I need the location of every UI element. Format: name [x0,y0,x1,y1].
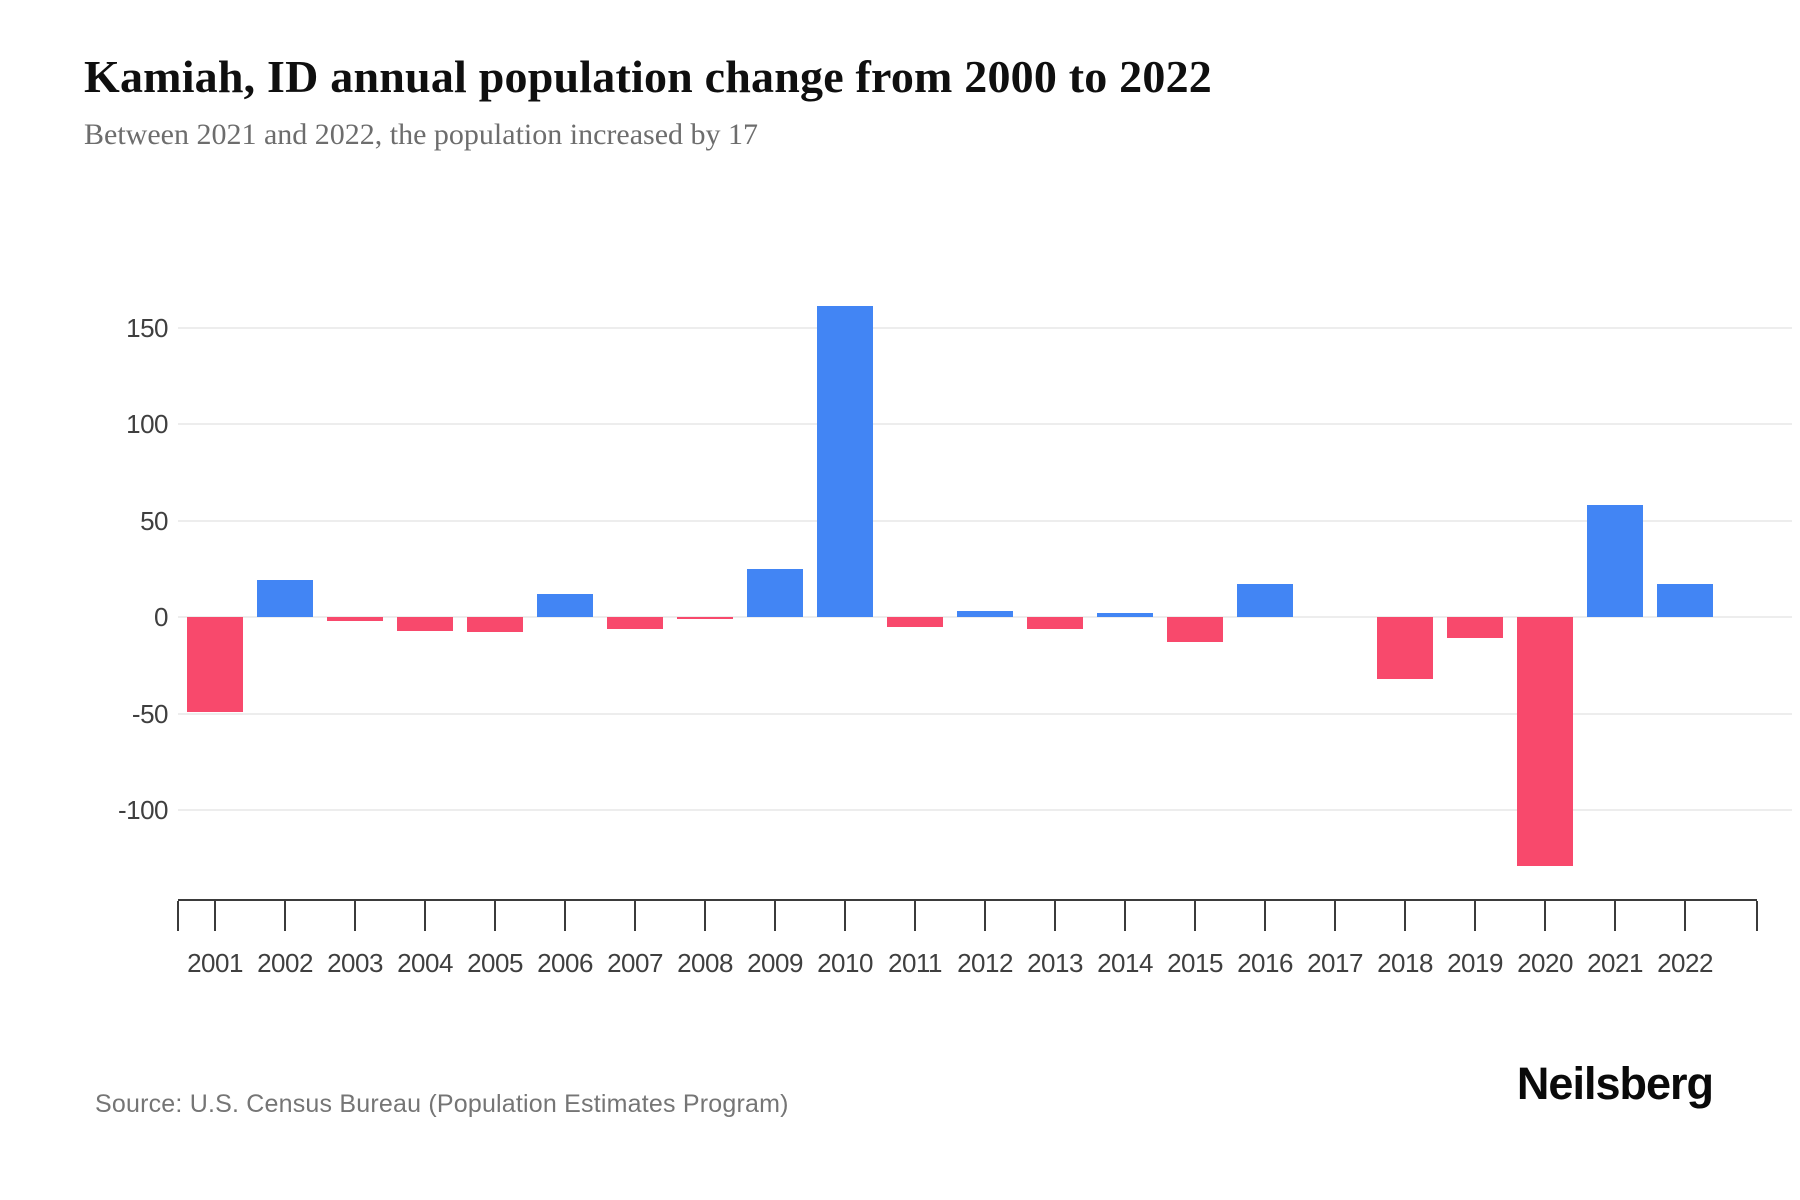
gridline--100 [178,809,1792,811]
x-tick-2002 [284,901,286,931]
bar-2007 [607,617,663,629]
bar-2014 [1097,613,1153,617]
bar-2020 [1517,617,1573,866]
x-axis-label-2014: 2014 [1097,948,1153,978]
bar-2009 [747,568,803,617]
bar-2018 [1377,617,1433,679]
x-axis-line [178,899,1757,901]
x-tick-2017 [1334,901,1336,931]
x-axis-label-2008: 2008 [677,948,733,978]
x-axis-label-2002: 2002 [257,948,313,978]
y-axis-label-0: 0 [154,602,168,632]
x-axis-label-2012: 2012 [957,948,1013,978]
x-tick-2011 [914,901,916,931]
x-tick-2007 [634,901,636,931]
y-axis-label-50: 50 [140,505,168,536]
gridline-150 [178,326,1792,329]
y-axis-label--100: -100 [117,795,169,825]
bar-2022 [1657,584,1713,617]
source-text: Source: U.S. Census Bureau (Population E… [95,1090,789,1118]
x-tick-2013 [1054,901,1056,931]
bar-2003 [327,617,383,621]
x-axis-label-2007: 2007 [607,948,663,978]
x-tick-2008 [704,901,706,931]
x-axis-end-tick [177,901,179,931]
x-tick-2016 [1264,901,1266,931]
x-tick-2010 [844,901,846,931]
x-axis-label-2018: 2018 [1377,948,1433,978]
bar-2002 [257,580,313,617]
x-axis-label-2015: 2015 [1167,948,1223,978]
x-tick-2001 [214,901,216,931]
bar-2006 [537,593,593,617]
bar-2012 [957,611,1013,617]
x-axis-label-2009: 2009 [747,948,803,978]
x-axis-label-2001: 2001 [187,948,243,978]
x-axis-label-2011: 2011 [888,948,942,978]
bar-2011 [887,617,943,627]
x-axis-label-2010: 2010 [817,948,873,978]
x-axis-end-tick [1756,901,1758,931]
x-tick-2021 [1614,901,1616,931]
x-axis-label-2019: 2019 [1447,948,1503,978]
gridline-0 [178,616,1792,618]
bar-2010 [817,306,873,617]
x-tick-2020 [1544,901,1546,931]
x-axis-label-2004: 2004 [397,948,453,978]
chart-title: Kamiah, ID annual population change from… [84,51,1212,102]
x-tick-2015 [1194,901,1196,931]
bar-2019 [1447,617,1503,639]
bar-2015 [1167,617,1223,643]
x-axis-label-2021: 2021 [1587,948,1643,978]
gridline--50 [178,712,1792,715]
x-axis-label-2017: 2017 [1307,948,1363,978]
bar-2004 [397,617,453,631]
x-tick-2003 [354,901,356,931]
chart-subtitle: Between 2021 and 2022, the population in… [84,118,759,151]
gridline-100 [178,423,1792,425]
neilsberg-logo: Neilsberg [1516,1058,1714,1109]
bar-2001 [187,617,243,712]
x-tick-2006 [564,901,566,931]
bar-2005 [467,617,523,633]
bar-2013 [1027,617,1083,629]
x-axis-label-2006: 2006 [537,948,593,978]
x-axis-label-2013: 2013 [1027,948,1083,978]
x-tick-2018 [1404,901,1406,931]
x-axis-label-2005: 2005 [467,948,523,978]
x-axis-label-2016: 2016 [1237,948,1293,978]
bar-2016 [1237,584,1293,617]
x-tick-2019 [1474,901,1476,931]
x-tick-2005 [494,901,496,931]
x-axis-label-2020: 2020 [1517,948,1573,978]
y-axis-label-150: 150 [126,312,168,343]
gridline-50 [178,519,1792,522]
x-axis-label-2022: 2022 [1657,948,1713,978]
x-tick-2014 [1124,901,1126,931]
bar-2021 [1587,505,1643,617]
x-axis-label-2003: 2003 [327,948,383,978]
x-tick-2009 [774,901,776,931]
x-tick-2004 [424,901,426,931]
bar-2008 [677,617,733,619]
y-axis-label-100: 100 [126,409,168,439]
x-tick-2022 [1684,901,1686,931]
x-tick-2012 [984,901,986,931]
y-axis-label--50: -50 [131,698,169,729]
